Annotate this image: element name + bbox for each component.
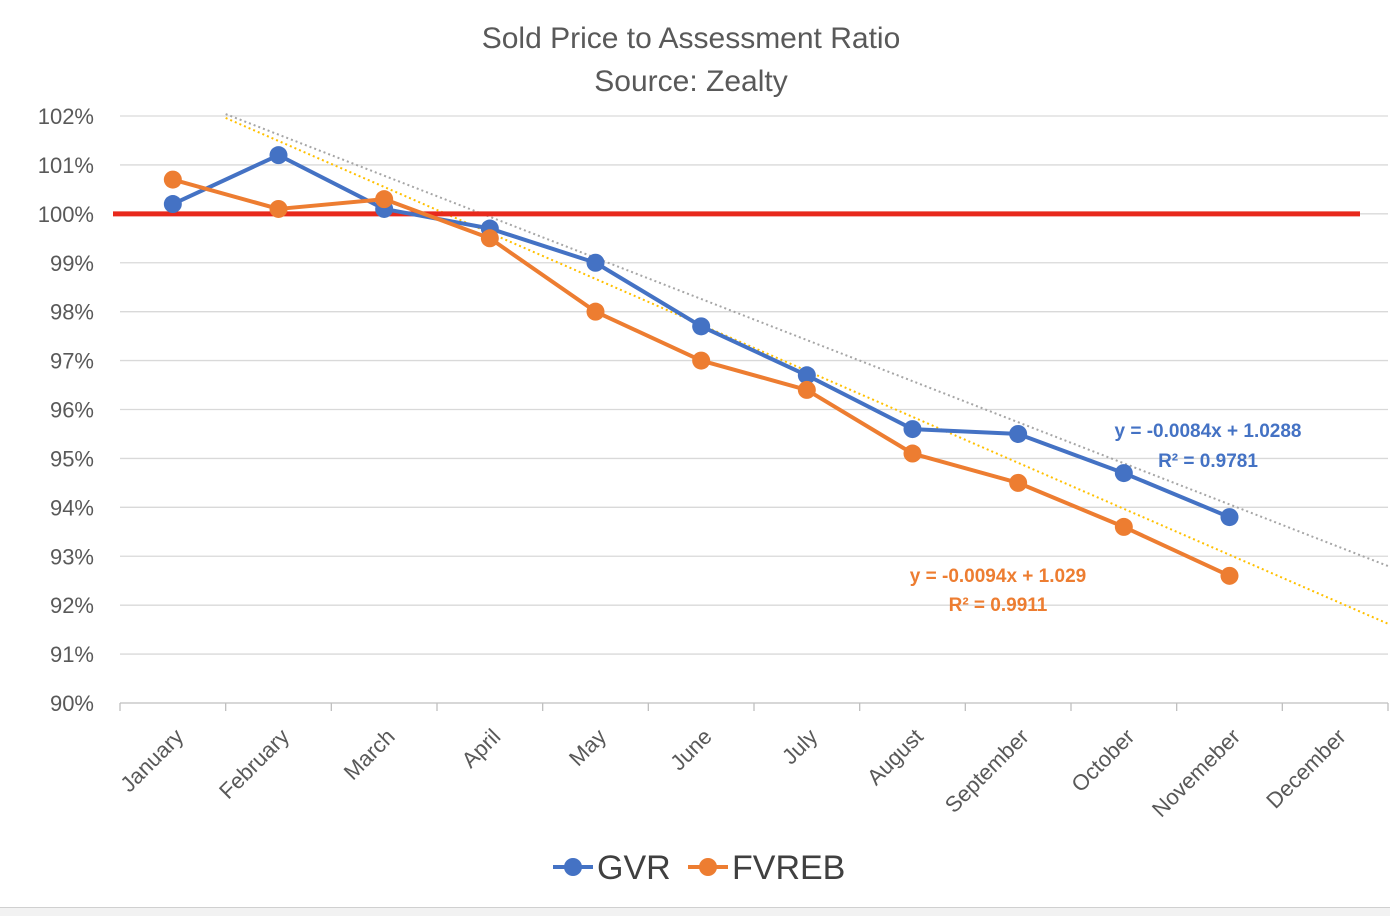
y-tick-label: 92%	[50, 593, 94, 618]
y-tick-label: 96%	[50, 398, 94, 423]
x-tick-label: September	[940, 724, 1034, 818]
y-tick-label: 91%	[50, 642, 94, 667]
gvr-series-line	[171, 153, 1231, 519]
y-tick-label: 102%	[38, 104, 94, 129]
x-tick-label: June	[665, 724, 716, 775]
y-tick-label: 90%	[50, 691, 94, 716]
legend-fvreb-label: FVREB	[732, 849, 845, 887]
gvr-data-point	[1009, 424, 1028, 443]
y-tick-label: 97%	[50, 349, 94, 374]
fvreb-data-point	[1114, 517, 1133, 536]
legend-gvr-marker	[564, 858, 582, 876]
fvreb-data-point	[1220, 566, 1239, 585]
x-tick-label: April	[457, 724, 506, 773]
y-tick-label: 94%	[50, 495, 94, 520]
x-tick-label: May	[564, 724, 611, 771]
fvreb-trendline	[225, 117, 1389, 625]
x-tick-label: February	[214, 724, 294, 804]
x-tick-label: July	[777, 724, 822, 769]
gvr-data-point	[1220, 508, 1239, 527]
x-tick-label: December	[1261, 724, 1350, 813]
gvr-data-point	[797, 366, 816, 385]
gvr-data-point	[1114, 464, 1133, 483]
y-tick-label: 99%	[50, 251, 94, 276]
x-tick-label: October	[1066, 724, 1139, 797]
gvr-trend-r2: R² = 0.9781	[1158, 451, 1258, 472]
chart-subtitle: Source: Zealty	[594, 65, 787, 98]
legend-gvr-label: GVR	[597, 849, 671, 887]
fvreb-trend-r2: R² = 0.9911	[949, 595, 1048, 616]
gvr-data-point	[586, 253, 605, 272]
gvr-trendline	[225, 113, 1389, 567]
gvr-data-point	[692, 317, 711, 336]
trendline-equations: y = -0.0084x + 1.0288 R² = 0.9781 y = -0…	[910, 421, 1302, 616]
gvr-data-point	[163, 195, 182, 214]
fvreb-data-point	[480, 229, 499, 248]
y-tick-label: 95%	[50, 446, 94, 471]
legend: GVR FVREB	[553, 849, 845, 887]
y-tick-label: 93%	[50, 544, 94, 569]
x-axis: January February March April May June July Augu…	[115, 703, 1389, 822]
fvreb-data-point	[586, 302, 605, 321]
fvreb-data-point	[903, 444, 922, 463]
fvreb-data-point	[692, 351, 711, 370]
legend-fvreb-marker	[699, 858, 717, 876]
fvreb-data-point	[1009, 473, 1028, 492]
y-axis-ticks: 90% 91% 92% 93% 94% 95% 96% 97% 98% 99% 100% 101% 10…	[38, 104, 94, 716]
trendlines	[225, 113, 1389, 625]
fvreb-data-point	[269, 199, 288, 218]
x-tick-label: Novemeber	[1147, 724, 1245, 822]
fvreb-data-point	[797, 380, 816, 399]
bottom-strip	[0, 907, 1390, 916]
fvreb-data-point	[163, 170, 182, 189]
fvreb-data-point	[375, 190, 394, 209]
chart-title: Sold Price to Assessment Ratio	[482, 22, 901, 55]
gvr-data-point	[903, 420, 922, 439]
x-tick-label: March	[339, 724, 400, 785]
gvr-data-point	[269, 146, 288, 165]
x-tick-label: August	[862, 724, 928, 790]
series-layer	[163, 146, 1239, 585]
x-tick-label: January	[115, 724, 188, 797]
gvr-trend-equation: y = -0.0084x + 1.0288	[1115, 421, 1302, 442]
y-tick-label: 101%	[38, 153, 94, 178]
y-tick-label: 98%	[50, 300, 94, 325]
fvreb-trend-equation: y = -0.0094x + 1.029	[910, 566, 1086, 587]
fvreb-series-line	[172, 177, 1231, 578]
y-tick-label: 100%	[38, 202, 94, 227]
